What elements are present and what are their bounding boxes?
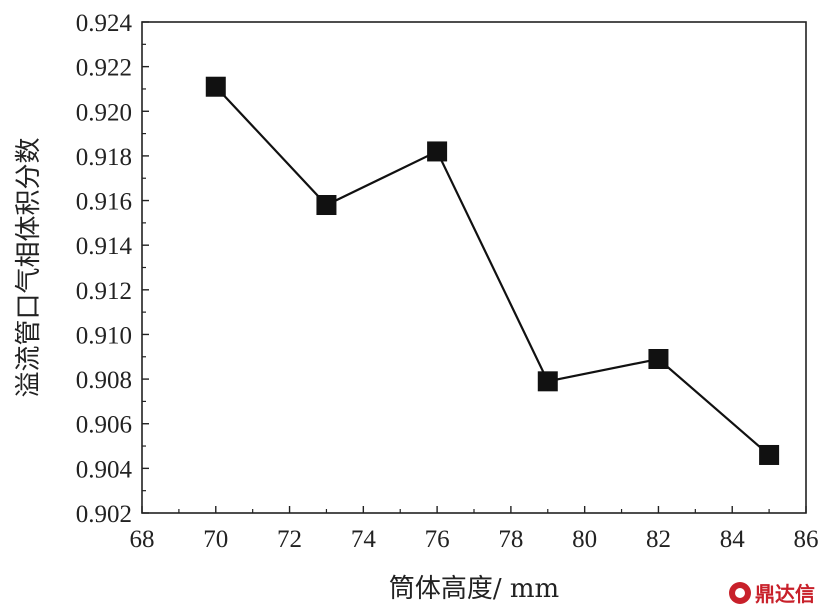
y-tick-label: 0.922 <box>76 55 132 82</box>
watermark: 鼎达信 <box>729 578 815 607</box>
series-line <box>214 85 770 456</box>
x-axis: 68 70 72 74 76 78 80 82 84 86 <box>130 506 819 553</box>
x-tick-label: 68 <box>130 526 155 553</box>
y-tick-label: 0.920 <box>76 99 132 126</box>
x-tick-label: 84 <box>720 526 746 553</box>
y-tick-label: 0.910 <box>76 322 132 349</box>
plot-frame <box>141 21 807 514</box>
series-layer <box>205 76 780 465</box>
data-point-marker <box>427 141 448 162</box>
watermark-text: 鼎达信 <box>755 582 815 606</box>
plot-area <box>141 21 807 514</box>
data-point-marker <box>316 195 337 216</box>
x-tick-label: 72 <box>277 526 302 553</box>
x-tick-label: 76 <box>425 526 450 553</box>
y-tick-label: 0.916 <box>76 189 132 216</box>
x-tick-label: 70 <box>203 526 228 553</box>
data-point-marker <box>759 444 780 465</box>
y-tick-label: 0.906 <box>76 412 132 439</box>
y-tick-label: 0.912 <box>76 278 132 305</box>
x-tick-label: 74 <box>351 526 377 553</box>
x-tick-label: 80 <box>572 526 597 553</box>
y-tick-label: 0.924 <box>76 10 133 37</box>
y-tick-label: 0.918 <box>76 144 132 171</box>
y-tick-label: 0.904 <box>76 456 133 483</box>
y-axis: 0.902 0.904 0.906 0.908 0.910 0.912 0.914 0.916… <box>76 10 149 528</box>
x-tick-label: 86 <box>794 526 819 553</box>
brand-logo-icon <box>729 581 751 604</box>
data-point-marker <box>537 371 558 392</box>
x-axis-title: 筒体高度/ mm <box>389 574 559 604</box>
data-point-marker <box>205 76 226 97</box>
data-point-marker <box>648 349 669 370</box>
y-axis-title: 溢流管口气相体积分数 <box>14 137 44 397</box>
y-tick-label: 0.908 <box>76 367 132 394</box>
y-tick-label: 0.914 <box>76 233 133 260</box>
x-tick-label: 82 <box>646 526 671 553</box>
x-tick-label: 78 <box>498 526 523 553</box>
y-tick-label: 0.902 <box>76 501 132 528</box>
